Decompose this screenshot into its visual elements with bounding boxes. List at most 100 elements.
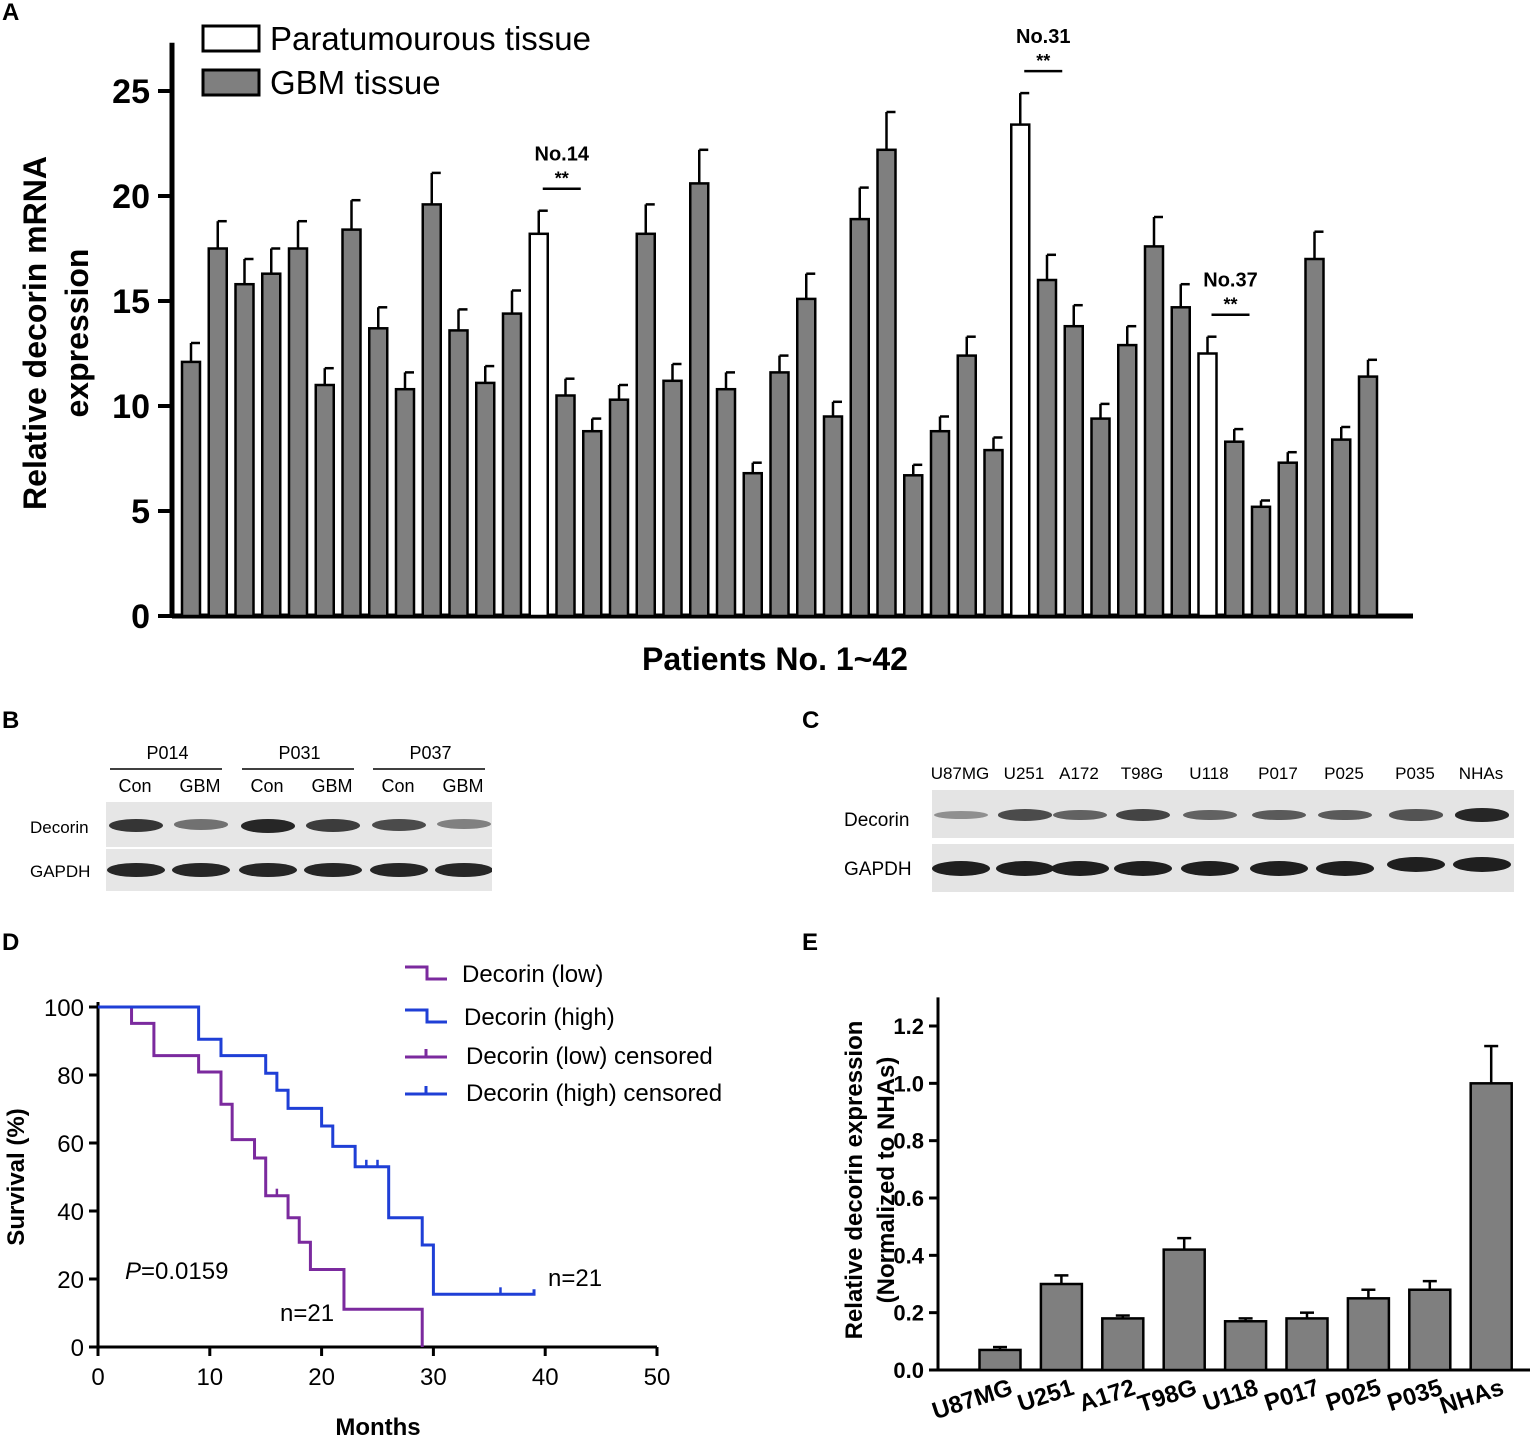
blot-b-lane-label: Con (250, 776, 283, 796)
blot-c-lane-label: NHAs (1459, 764, 1503, 783)
blot-b-patient-label: P031 (278, 743, 320, 763)
chart-a-bar (635, 232, 656, 618)
chart-d-xtick-label: 10 (196, 1364, 223, 1391)
chart-e-ytick-label: 1.2 (893, 1014, 924, 1039)
chart-a-bar (1063, 324, 1084, 618)
blot-c-gapdh-band (1387, 857, 1445, 872)
blot-b-decorin (106, 802, 492, 847)
chart-d-xtick-label: 50 (644, 1364, 671, 1391)
blot-b-lane-label: GBM (311, 776, 352, 796)
chart-e-ytick-label: 0.6 (893, 1186, 924, 1211)
p-value: =0.0159 (141, 1258, 228, 1285)
chart-e-bar (1039, 1282, 1084, 1372)
chart-a: Relative decorin mRNA expression Patient… (17, 20, 1413, 677)
chart-a-bar (287, 247, 309, 618)
chart-e-ytick-label: 1.0 (893, 1071, 924, 1096)
blot-c-gapdh-band (1114, 861, 1172, 876)
blot-b-row-label: Decorin (30, 818, 89, 837)
chart-a-annotation-label: No.14 (535, 144, 590, 166)
chart-d-ytick-label: 80 (57, 1063, 84, 1090)
chart-a-ytick-label: 25 (112, 73, 150, 111)
blot-b-gapdh-band (172, 863, 230, 877)
blot-c-lane-label: U118 (1189, 764, 1228, 783)
chart-a-bar (475, 381, 496, 618)
legend-swatch-gbm (201, 68, 261, 97)
chart-d-ytick-label: 20 (57, 1267, 84, 1294)
blot-c-lane-label: P017 (1258, 764, 1298, 783)
chart-a-bar (1197, 352, 1218, 618)
chart-a-annotation-label: No.31 (1016, 26, 1070, 48)
chart-a-bar (903, 474, 924, 618)
blot-c-lane-label: U251 (1004, 764, 1045, 783)
chart-a-bar (314, 383, 335, 618)
chart-a-bar (582, 429, 603, 618)
legend-label-paratumourous: Paratumourous tissue (270, 20, 591, 57)
blot-c-gapdh (932, 844, 1514, 892)
chart-a-sig-stars: ** (1223, 295, 1237, 315)
chart-e-ylabel-line1: Relative decorin expression (841, 1021, 868, 1340)
chart-d-xtick-label: 40 (532, 1364, 559, 1391)
legend-label-gbm: GBM tissue (270, 64, 441, 101)
blot-b-decorin-band (372, 819, 426, 832)
km-curve-high (98, 1005, 536, 1296)
chart-d-ytick-label: 60 (57, 1131, 84, 1158)
chart-e-ytick-label: 0.0 (893, 1358, 924, 1383)
blot-b-decorin-band (109, 819, 163, 833)
blot-b-lane-label: Con (381, 776, 414, 796)
chart-e-xtick-label: U118 (1200, 1374, 1262, 1417)
chart-d-xtick-label: 30 (420, 1364, 447, 1391)
n-label-low: n=21 (280, 1300, 334, 1327)
chart-a-bar (501, 312, 523, 618)
chart-a-bar (448, 329, 469, 618)
blot-c-gapdh-band (996, 861, 1054, 876)
panel-label-b: B (2, 707, 19, 734)
chart-e-bar (1101, 1317, 1145, 1372)
chart-d-ytick-label: 100 (44, 995, 84, 1022)
chart-a-bar (1117, 343, 1138, 618)
chart-a-bar (608, 398, 630, 618)
chart-e-ytick-label: 0.2 (893, 1301, 924, 1326)
chart-a-bar (261, 272, 282, 618)
chart-a-ytick-label: 20 (112, 178, 150, 216)
blot-c-decorin-band (1053, 809, 1107, 821)
chart-e-bar (1346, 1297, 1391, 1372)
blot-b-row-label: GAPDH (30, 862, 90, 881)
legend-swatch-paratumourous (201, 24, 261, 53)
chart-a-bar (849, 217, 870, 618)
panel-label-c: C (802, 707, 819, 734)
chart-a-ytick-label: 10 (112, 388, 150, 426)
legend-km-symbol (405, 965, 447, 981)
chart-a-bar (555, 394, 576, 618)
chart-d-ytick-label: 40 (57, 1199, 84, 1226)
chart-a-bar (207, 247, 228, 618)
chart-e-xtick-label: A172 (1076, 1374, 1139, 1417)
chart-d: Survival (%) Months P=0.0159 n=21 n=21 D… (3, 961, 722, 1441)
blot-c-decorin-band (934, 811, 988, 819)
blot-b-gapdh-band (239, 863, 297, 877)
blot-c-lane-label: P025 (1324, 764, 1364, 783)
blot-c-gapdh-band (1316, 861, 1374, 876)
chart-e-ytick-label: 0.8 (893, 1129, 924, 1154)
chart-a-bar (1224, 440, 1245, 618)
blot-c-lane-label: U87MG (931, 764, 990, 783)
blot-b-labels: P014 P031 P037 Con GBM Con GBM Con GBM Decorin GAP… (30, 743, 485, 881)
chart-a-bar (769, 371, 790, 618)
km-curve-low (98, 1005, 424, 1347)
blot-c-gapdh-band (1051, 861, 1109, 876)
chart-a-bar (1143, 245, 1165, 618)
chart-e-bar (1223, 1320, 1268, 1372)
blot-b-decorin-band (241, 819, 295, 833)
legend-label-high: Decorin (high) (464, 1004, 615, 1031)
chart-a-bar (1331, 438, 1352, 618)
chart-a-bar (528, 232, 549, 618)
chart-a-bar (662, 379, 683, 618)
chart-e: Relative decorin expression (Normalized … (841, 997, 1530, 1425)
chart-e-xtick-label: P017 (1261, 1374, 1323, 1417)
chart-a-bar (796, 297, 817, 618)
panel-label-d: D (2, 929, 19, 956)
chart-d-xtick-label: 20 (308, 1364, 335, 1391)
legend-label-low-censored: Decorin (low) censored (466, 1043, 713, 1070)
chart-a-ylabel-line1: Relative decorin mRNA (17, 156, 53, 510)
blot-c-row-label: Decorin (844, 810, 909, 831)
blot-b-gapdh-band (304, 863, 362, 877)
